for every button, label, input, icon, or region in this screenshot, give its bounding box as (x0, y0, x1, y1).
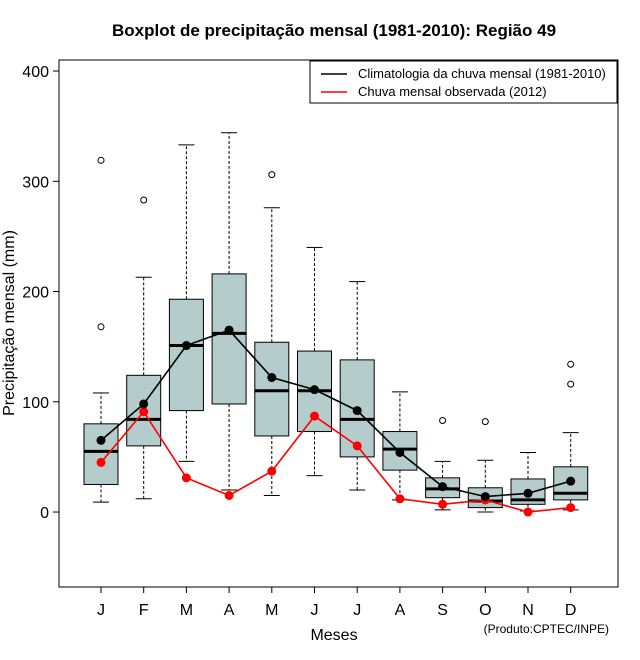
box-4 (254, 171, 290, 496)
y-axis-label: Precipitação mensal (mm) (1, 230, 18, 416)
box-5 (297, 246, 332, 477)
x-tick-label-7: A (395, 602, 406, 619)
boxes-layer (83, 132, 589, 513)
x-axis-label: Meses (310, 627, 357, 644)
x-tick-label-3: A (224, 602, 235, 619)
box-3 (211, 132, 247, 491)
point-observed-3 (224, 490, 234, 500)
box-2 (168, 144, 204, 462)
point-observed-1 (139, 407, 149, 417)
outlier-4-0 (268, 171, 276, 179)
outlier-0-0 (97, 323, 105, 331)
chart-title: Boxplot de precipitação mensal (1981-201… (112, 21, 556, 40)
point-climatology-1 (139, 399, 149, 409)
box-1 (126, 196, 162, 500)
legend-label-climatology: Climatologia da chuva mensal (1981-2010) (358, 66, 606, 81)
point-climatology-5 (310, 385, 319, 395)
point-observed-8 (438, 499, 448, 509)
x-tick-label-9: O (479, 602, 491, 619)
x-tick-label-11: D (565, 602, 577, 619)
box-10 (510, 451, 546, 512)
point-observed-2 (181, 473, 191, 483)
point-climatology-6 (352, 406, 362, 416)
point-climatology-0 (96, 435, 106, 445)
point-observed-0 (96, 457, 106, 467)
series-line-climatology (100, 329, 571, 498)
x-tick-label-2: M (180, 602, 193, 619)
x-tick-label-0: J (97, 602, 105, 619)
box-iqr-4 (254, 341, 290, 437)
x-tick-label-10: N (522, 602, 534, 619)
product-credit: (Produto:CPTEC/INPE) (484, 622, 609, 636)
series-layer (96, 325, 576, 517)
series-line-observed (100, 410, 571, 513)
point-observed-11 (566, 503, 576, 513)
outlier-0-1 (97, 156, 105, 164)
outlier-8-0 (439, 417, 447, 425)
box-iqr-2 (168, 298, 204, 412)
x-tick-label-1: F (139, 602, 149, 619)
point-climatology-11 (566, 476, 576, 486)
point-climatology-2 (181, 341, 191, 351)
point-climatology-3 (224, 325, 234, 335)
outlier-11-1 (567, 360, 575, 368)
box-8 (425, 417, 461, 511)
x-tick-label-6: J (353, 602, 361, 619)
point-observed-6 (352, 441, 362, 451)
outlier-11-0 (567, 380, 575, 388)
box-iqr-0 (83, 423, 119, 485)
box-6 (339, 281, 375, 491)
box-iqr-3 (211, 273, 247, 405)
point-climatology-10 (523, 488, 533, 498)
legend: Climatologia da chuva mensal (1981-2010)… (309, 60, 618, 104)
point-climatology-7 (395, 447, 405, 457)
point-observed-4 (267, 466, 277, 476)
x-tick-label-8: S (437, 602, 448, 619)
box-11 (553, 360, 589, 511)
y-tick-label-0: 0 (40, 505, 49, 522)
legend-box (309, 60, 618, 104)
y-axis: 0 100 200 300 400 (22, 64, 59, 522)
y-tick-label-200: 200 (22, 285, 49, 302)
outlier-1-0 (140, 196, 148, 204)
plot-frame (58, 59, 619, 588)
box-0 (83, 156, 119, 503)
outlier-9-0 (481, 418, 489, 426)
point-observed-10 (523, 507, 533, 517)
point-climatology-9 (480, 492, 490, 502)
x-tick-label-4: M (265, 602, 278, 619)
legend-label-observed: Chuva mensal observada (2012) (358, 84, 547, 99)
x-tick-label-5: J (311, 602, 319, 619)
y-tick-label-300: 300 (22, 174, 49, 191)
point-climatology-4 (267, 373, 277, 383)
point-observed-7 (395, 494, 405, 504)
point-climatology-8 (438, 482, 448, 492)
y-tick-label-400: 400 (22, 64, 49, 81)
point-observed-5 (310, 411, 319, 421)
y-tick-label-100: 100 (22, 395, 49, 412)
